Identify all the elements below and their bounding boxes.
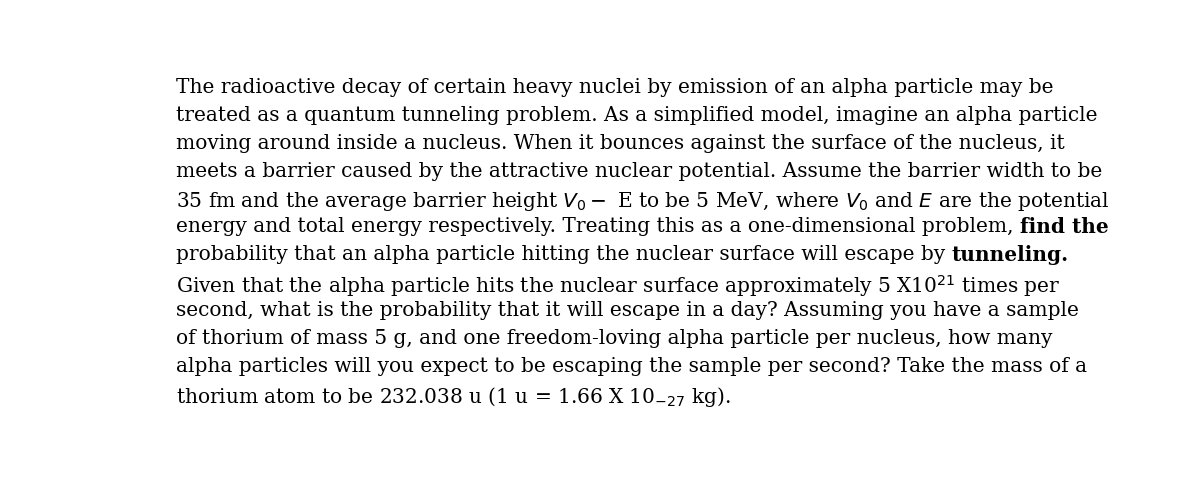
Text: alpha particles will you expect to be escaping the sample per second? Take the m: alpha particles will you expect to be es… [176,357,1087,376]
Text: second, what is the probability that it will escape in a day? Assuming you have : second, what is the probability that it … [176,301,1079,320]
Text: Given that the alpha particle hits the nuclear surface approximately 5 X10$^{21}: Given that the alpha particle hits the n… [176,273,1061,299]
Text: moving around inside a nucleus. When it bounces against the surface of the nucle: moving around inside a nucleus. When it … [176,134,1064,153]
Text: energy and total energy respectively. Treating this as a one-dimensional problem: energy and total energy respectively. Tr… [176,217,1020,237]
Text: 35 fm and the average barrier height $V_0-$ E to be 5 MeV, where $V_0$ and $E$ a: 35 fm and the average barrier height $V_… [176,190,1110,213]
Text: tunneling.: tunneling. [952,245,1069,265]
Text: of thorium of mass 5 g, and one freedom-loving alpha particle per nucleus, how m: of thorium of mass 5 g, and one freedom-… [176,329,1052,348]
Text: treated as a quantum tunneling problem. As a simplified model, imagine an alpha : treated as a quantum tunneling problem. … [176,106,1098,125]
Text: find the: find the [1020,217,1109,238]
Text: probability that an alpha particle hitting the nuclear surface will escape by: probability that an alpha particle hitti… [176,245,952,264]
Text: The radioactive decay of certain heavy nuclei by emission of an alpha particle m: The radioactive decay of certain heavy n… [176,78,1054,97]
Text: meets a barrier caused by the attractive nuclear potential. Assume the barrier w: meets a barrier caused by the attractive… [176,162,1103,180]
Text: thorium atom to be 232.038 u (1 u = 1.66 X 10$_{-27}$ kg).: thorium atom to be 232.038 u (1 u = 1.66… [176,385,739,409]
